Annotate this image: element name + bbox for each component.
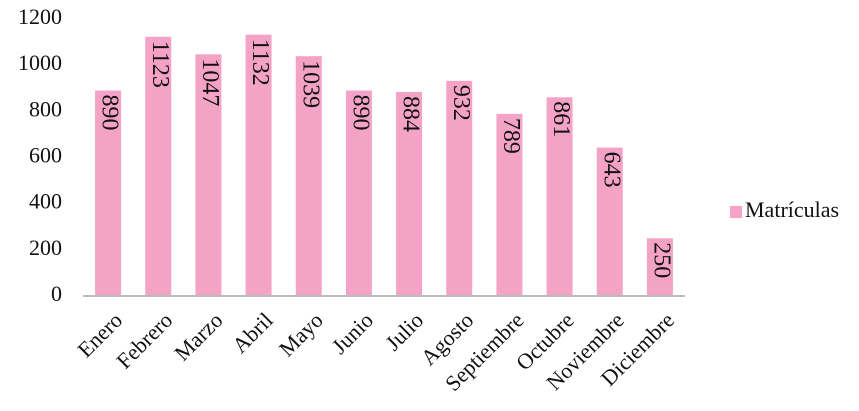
data-label: 789 (498, 118, 524, 154)
data-label: 250 (648, 242, 674, 278)
bar (596, 147, 623, 296)
data-label: 890 (347, 95, 373, 131)
bar (345, 90, 372, 296)
bar (646, 238, 673, 296)
bar (396, 91, 423, 297)
y-tick-label: 0 (51, 281, 62, 306)
data-label: 932 (448, 85, 474, 121)
x-tick-label: Junio (327, 307, 378, 358)
bar (295, 56, 322, 296)
y-tick-label: 400 (29, 189, 62, 214)
data-label: 1132 (247, 39, 273, 86)
y-tick-label: 800 (29, 96, 62, 121)
bar (145, 36, 172, 296)
y-tick-label: 1000 (18, 50, 62, 75)
legend-label: Matrículas (745, 197, 839, 222)
y-tick-label: 200 (29, 235, 62, 260)
data-label: 1047 (197, 58, 223, 106)
y-tick-label: 600 (29, 143, 62, 168)
bar (95, 90, 122, 296)
x-tick-label: Febrero (111, 307, 177, 373)
bar (195, 54, 222, 296)
y-tick-label: 1200 (18, 4, 62, 29)
data-label: 861 (548, 101, 574, 137)
bar (245, 34, 272, 297)
data-label: 1123 (147, 41, 173, 88)
data-label: 643 (598, 152, 624, 188)
bar (546, 97, 573, 296)
data-label: 1039 (297, 60, 323, 108)
legend-swatch (730, 206, 742, 218)
data-label: 884 (398, 96, 424, 132)
x-tick-label: Abril (227, 307, 278, 358)
bar (446, 80, 473, 296)
x-tick-label: Mayo (274, 307, 328, 361)
x-tick-label: Marzo (169, 307, 227, 365)
bar (496, 113, 523, 296)
data-label: 890 (97, 95, 123, 131)
